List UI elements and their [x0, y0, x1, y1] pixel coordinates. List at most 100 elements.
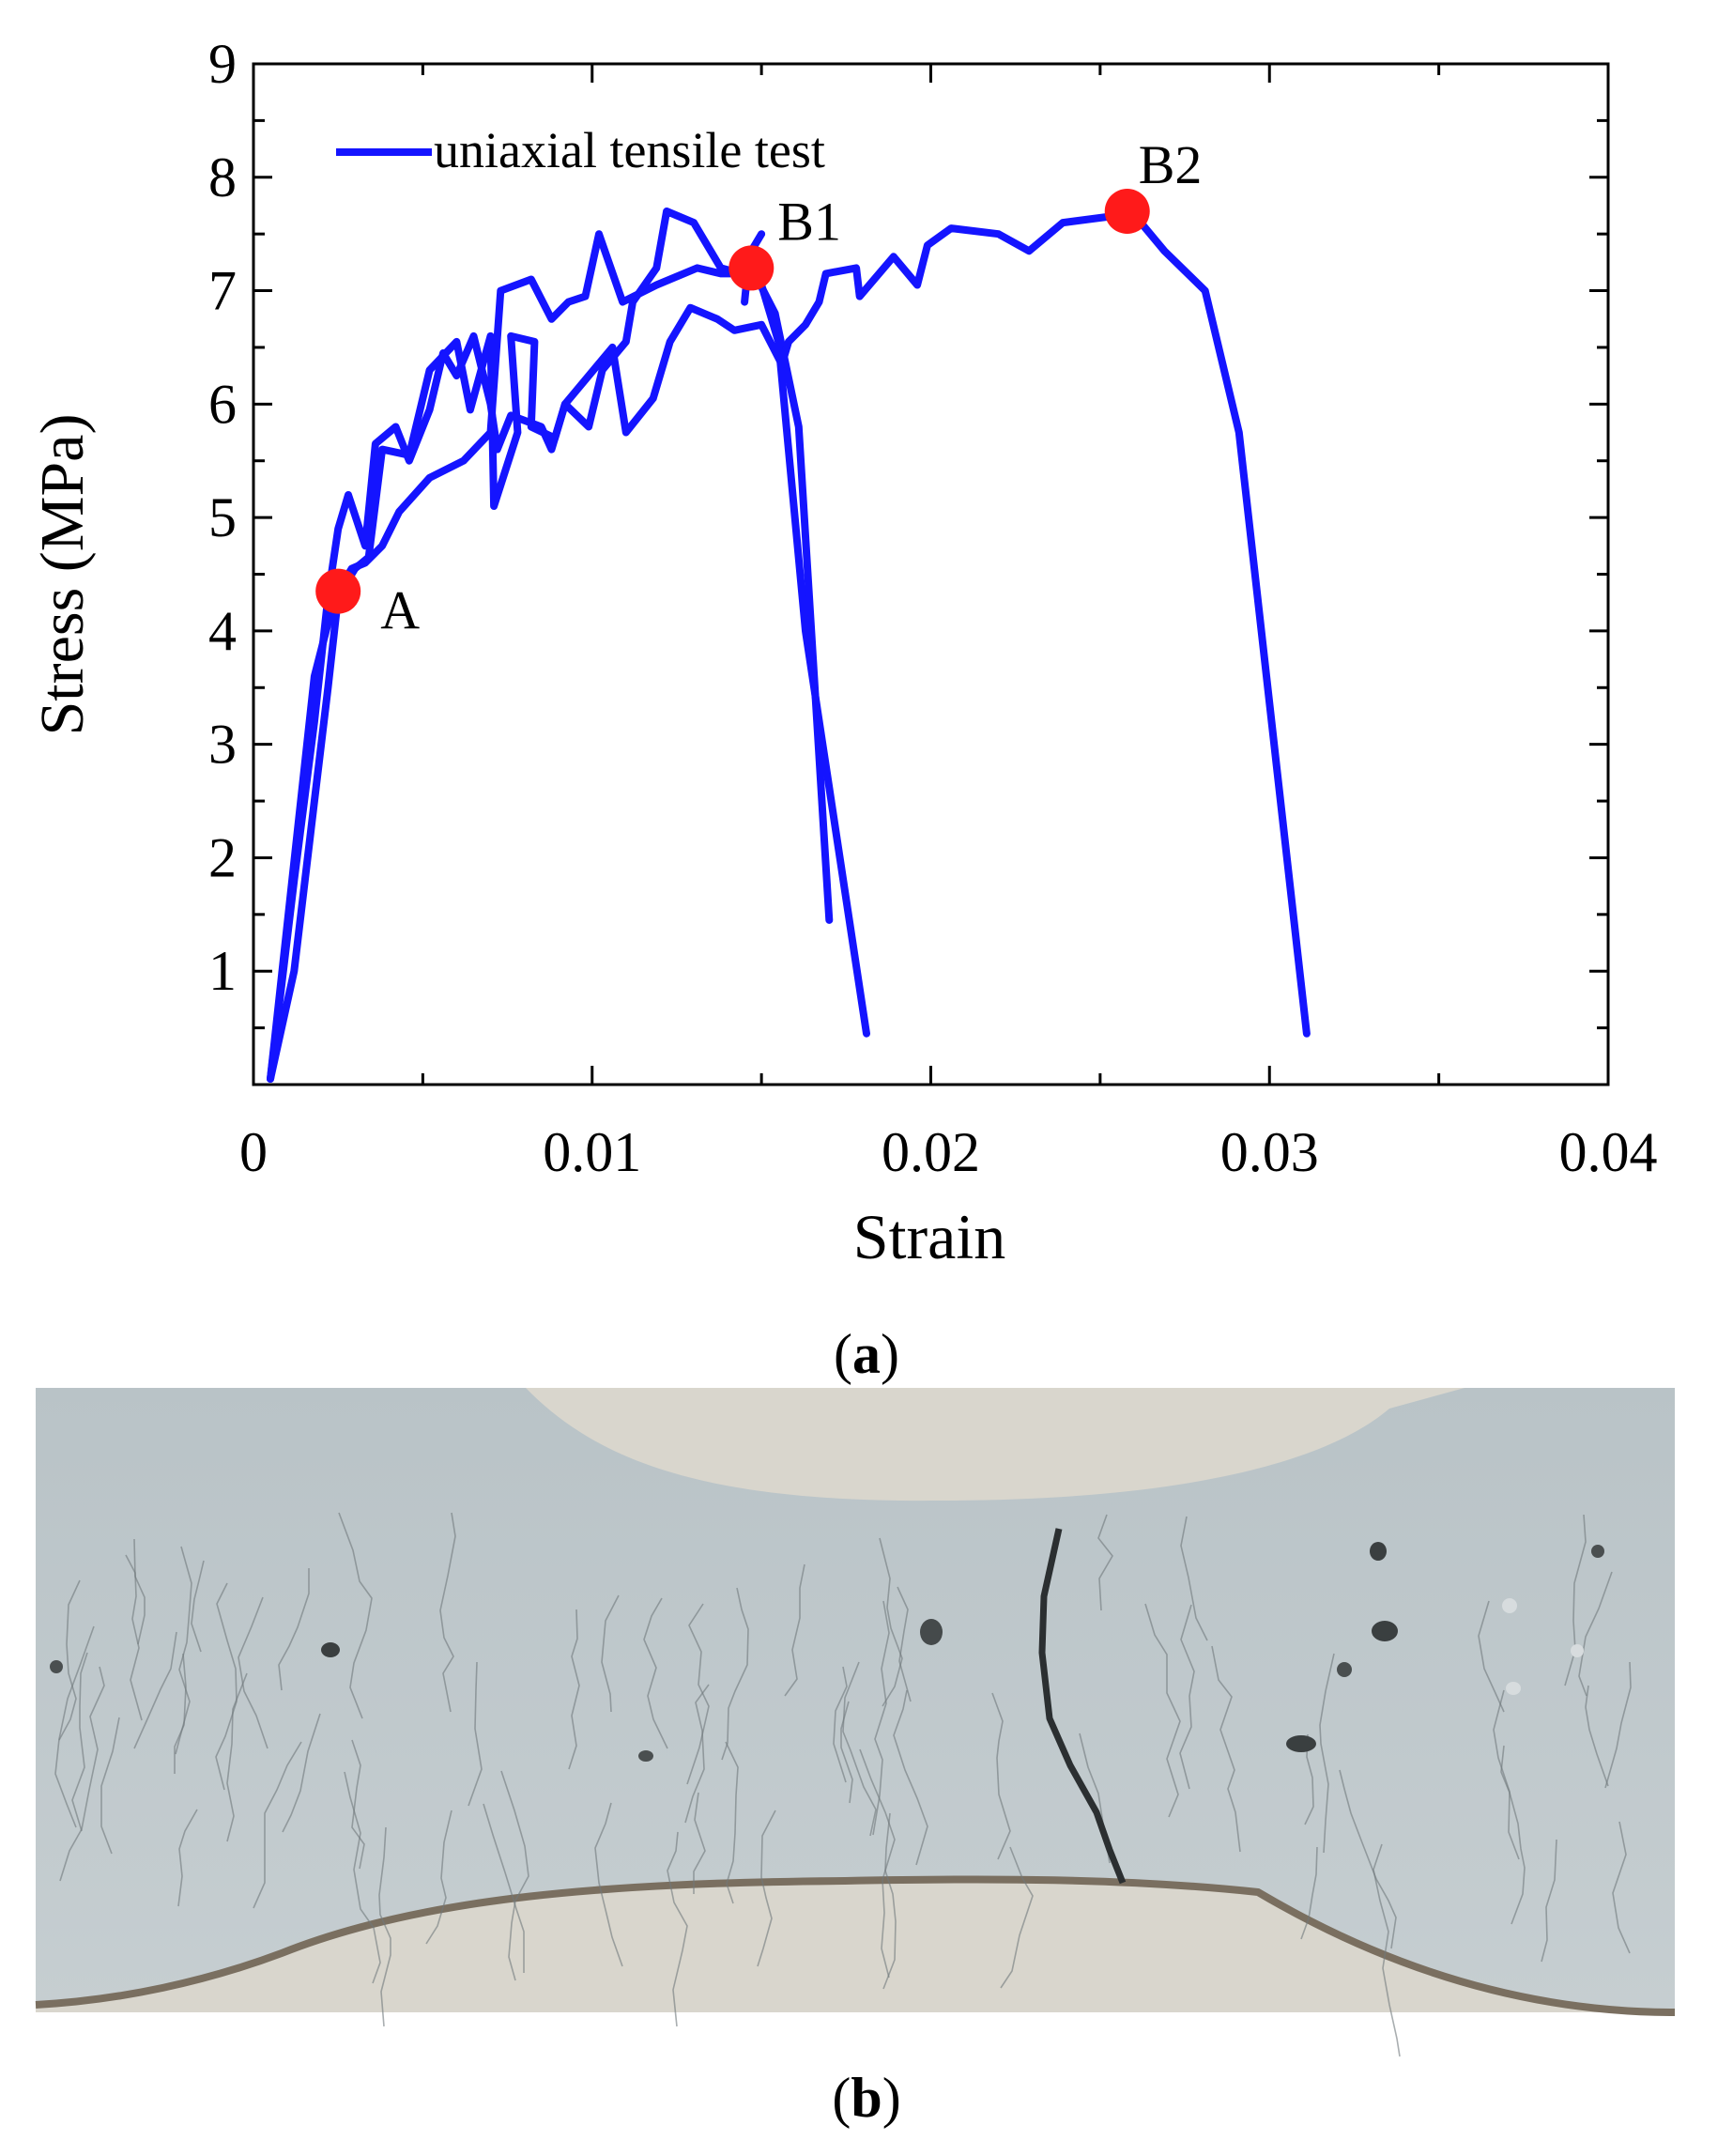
legend-label: uniaxial tensile test	[434, 122, 825, 178]
y-tick-label: 8	[208, 146, 237, 208]
microcrack	[1339, 1769, 1397, 1949]
caption-b-letter: b	[851, 2067, 882, 2129]
pore	[1502, 1598, 1517, 1613]
y-axis-label: Stress (MPa)	[28, 414, 97, 736]
microcrack	[879, 1537, 903, 1707]
microcrack	[439, 1512, 456, 1713]
microcrack	[859, 1748, 896, 1979]
pore	[638, 1750, 653, 1762]
pore	[1506, 1682, 1521, 1695]
pore	[50, 1660, 63, 1673]
microcrack-pattern	[54, 1512, 1632, 2057]
microcrack	[500, 1770, 529, 1981]
microcrack	[721, 1587, 749, 1761]
microcrack	[1180, 1516, 1208, 1641]
x-tick-label: 0.04	[1559, 1121, 1658, 1183]
microcrack	[601, 1594, 620, 1713]
data-marker-b2	[1104, 189, 1150, 235]
microcrack	[278, 1568, 310, 1691]
plot-frame	[252, 62, 1610, 1086]
microcrack	[1478, 1600, 1505, 1713]
microcrack	[1300, 1846, 1318, 1940]
microcrack	[1179, 1604, 1195, 1790]
specimen-body	[36, 1388, 1675, 2012]
microcrack	[594, 1802, 623, 1967]
microcrack	[1578, 1571, 1613, 1697]
microcrack	[842, 1661, 877, 1837]
y-tick-label: 7	[208, 260, 237, 322]
microcrack	[59, 1666, 105, 1882]
microcrack	[54, 1625, 95, 1828]
x-tick-label: 0.03	[1220, 1121, 1319, 1183]
pore	[1286, 1735, 1316, 1752]
microcrack	[125, 1554, 143, 1721]
marker-label-a: A	[380, 580, 420, 641]
pore	[1571, 1644, 1584, 1657]
microcrack	[833, 1666, 848, 1783]
microcrack	[1144, 1603, 1181, 1818]
pore	[1372, 1621, 1398, 1641]
microcrack	[725, 1741, 739, 1904]
microcrack	[897, 1586, 912, 1702]
microcrack	[882, 1812, 897, 1990]
microcrack	[133, 1631, 177, 1749]
microcrack	[684, 1684, 710, 1824]
stress-strain-chart: 0 0.01 0.02 0.03 0.04 1 2 3 4 5 6 7 8 9 A B1 B2 uniaxia…	[28, 33, 1658, 1272]
x-axis-label: Strain	[853, 1201, 1005, 1272]
caption-a-letter: a	[852, 1323, 881, 1385]
microcrack	[686, 1603, 710, 1785]
microcrack	[191, 1560, 205, 1653]
y-tick-label: 5	[208, 486, 237, 548]
caption-b: (b)	[832, 2067, 901, 2129]
specimen-bottom-edge	[35, 1875, 1676, 2016]
microcrack	[1319, 1653, 1335, 1854]
microcrack	[643, 1597, 668, 1749]
x-tick-label: 0	[239, 1121, 268, 1183]
y-tick-label: 9	[208, 33, 237, 95]
microcrack	[872, 1600, 890, 1836]
microcrack	[1097, 1514, 1113, 1611]
series-line	[267, 213, 1311, 1083]
microcrack	[378, 1826, 391, 2027]
microcrack	[1500, 1745, 1526, 1925]
microcrack	[784, 1563, 805, 1697]
pore	[920, 1619, 943, 1645]
legend: uniaxial tensile test	[336, 122, 825, 178]
microcrack	[667, 1831, 688, 2027]
axis-ticks	[252, 62, 1610, 1085]
specimen-photo	[35, 1388, 1676, 2057]
caption-a: (a)	[834, 1323, 899, 1385]
microcrack	[58, 1579, 81, 1741]
microcrack	[338, 1512, 373, 1719]
tick-labels: 0 0.01 0.02 0.03 0.04 1 2 3 4 5 6 7 8 9	[208, 33, 1658, 1183]
microcrack	[238, 1596, 268, 1749]
microcrack	[1604, 1661, 1632, 1789]
microcrack	[483, 1803, 525, 1973]
microcrack	[177, 1809, 198, 1907]
pore	[1591, 1545, 1604, 1558]
pore	[321, 1642, 340, 1657]
y-tick-label: 3	[208, 714, 237, 776]
x-tick-label: 0.01	[543, 1121, 641, 1183]
microcrack	[468, 1661, 483, 1807]
microcrack	[1541, 1839, 1557, 1963]
y-tick-label: 2	[208, 826, 237, 888]
microcrack	[1612, 1821, 1631, 1954]
microcrack	[71, 1652, 88, 1832]
main-fracture-crack	[1038, 1528, 1127, 1885]
data-marker-a	[315, 568, 361, 614]
microcrack	[893, 1689, 928, 1866]
y-tick-label: 4	[208, 600, 237, 662]
microcrack	[991, 1692, 1011, 1860]
x-tick-label: 0.02	[882, 1121, 980, 1183]
microcrack	[133, 1538, 146, 1645]
surface-pores	[50, 1542, 1604, 1762]
microcrack	[226, 1672, 248, 1842]
y-tick-label: 6	[208, 373, 237, 435]
microcrack	[1211, 1645, 1241, 1853]
microcrack	[215, 1582, 238, 1791]
microcrack	[100, 1717, 120, 1855]
microcrack	[693, 1792, 706, 1894]
data-marker-b1	[728, 245, 774, 291]
